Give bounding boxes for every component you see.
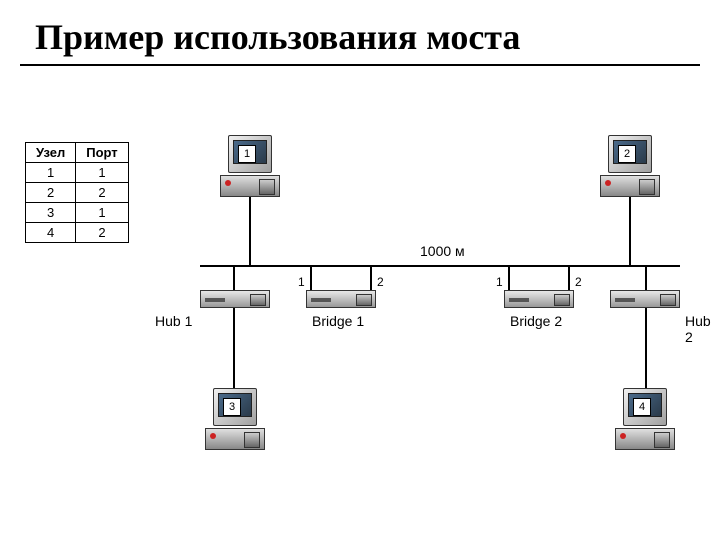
node-badge: 2 <box>618 145 636 163</box>
tower-icon <box>205 428 265 450</box>
network-diagram: 1 2 1000 м Hub 1 1 2 Bridge 1 1 2 Bridge… <box>170 135 700 465</box>
tower-icon <box>600 175 660 197</box>
table-header-port: Порт <box>76 143 128 163</box>
wire <box>310 265 312 290</box>
computer-node: 4 <box>615 388 675 453</box>
bridge-device <box>504 290 574 308</box>
bridge-device <box>306 290 376 308</box>
wire <box>645 265 647 290</box>
computer-node: 3 <box>205 388 265 453</box>
table-row: 11 <box>26 163 129 183</box>
wire <box>629 197 631 265</box>
hub-device <box>610 290 680 308</box>
computer-node: 1 <box>220 135 280 200</box>
wire <box>233 308 235 388</box>
bridge-label: Bridge 1 <box>312 313 364 329</box>
bridge-port: 1 <box>496 275 503 289</box>
hub-device <box>200 290 270 308</box>
computer-node: 2 <box>600 135 660 200</box>
table-header-node: Узел <box>26 143 76 163</box>
wire <box>508 265 510 290</box>
bridge-port: 1 <box>298 275 305 289</box>
wire <box>233 265 235 290</box>
node-badge: 1 <box>238 145 256 163</box>
distance-label: 1000 м <box>420 243 465 259</box>
bridge-port: 2 <box>377 275 384 289</box>
wire <box>645 308 647 388</box>
port-table: Узел Порт 11 22 31 42 <box>25 142 129 243</box>
page-title: Пример использования моста <box>35 16 520 58</box>
wire <box>568 265 570 290</box>
table-row: 31 <box>26 203 129 223</box>
node-badge: 4 <box>633 398 651 416</box>
bridge-port: 2 <box>575 275 582 289</box>
hub-label: Hub 1 <box>155 313 192 329</box>
bus-wire <box>200 265 680 267</box>
title-underline <box>20 64 700 66</box>
table-row: 42 <box>26 223 129 243</box>
wire <box>370 265 372 290</box>
tower-icon <box>615 428 675 450</box>
node-badge: 3 <box>223 398 241 416</box>
table-row: 22 <box>26 183 129 203</box>
tower-icon <box>220 175 280 197</box>
hub-label: Hub 2 <box>685 313 711 345</box>
bridge-label: Bridge 2 <box>510 313 562 329</box>
wire <box>249 197 251 265</box>
